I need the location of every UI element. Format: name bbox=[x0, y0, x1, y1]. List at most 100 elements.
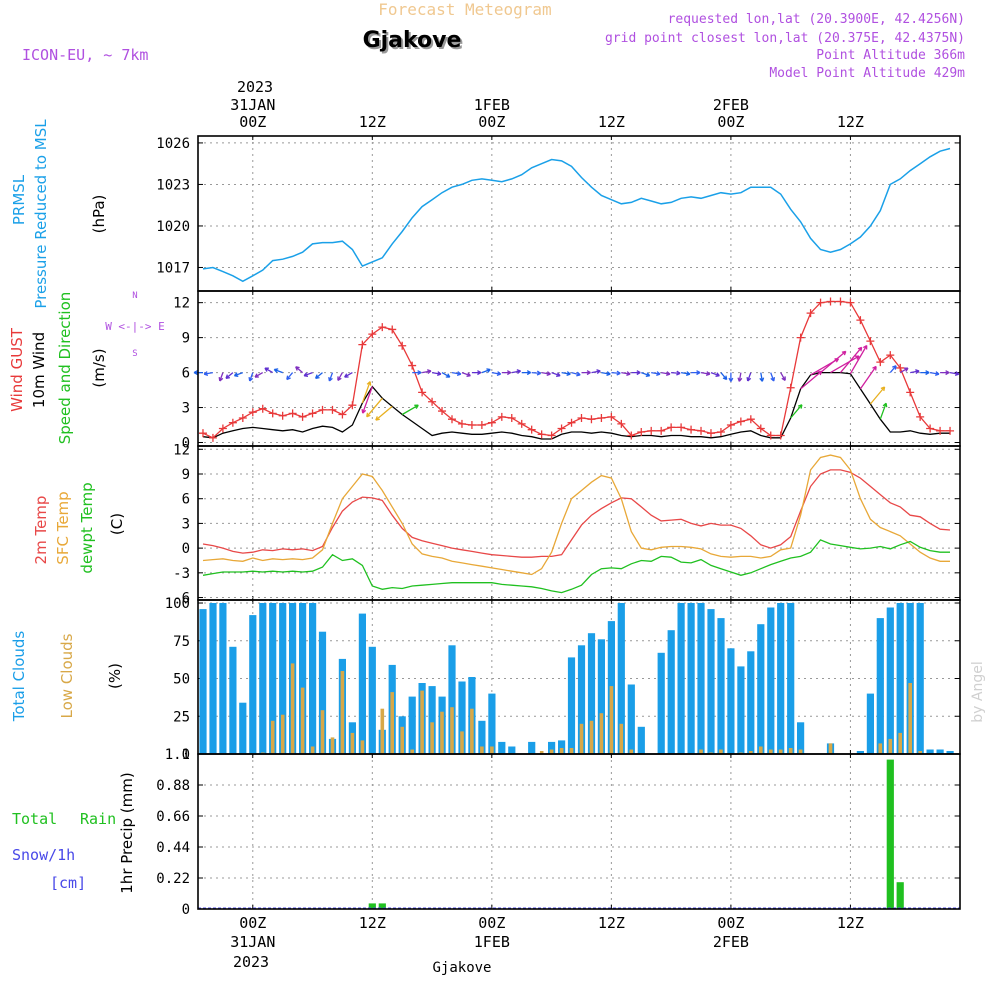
wind-direction-arrow bbox=[233, 371, 244, 377]
gust-marker bbox=[756, 424, 765, 433]
wind-direction-arrow bbox=[481, 368, 491, 374]
gust-marker bbox=[448, 415, 456, 424]
total-cloud-bar bbox=[777, 603, 785, 754]
gust-marker bbox=[746, 415, 755, 424]
low-cloud-bar bbox=[480, 746, 484, 754]
wind-direction-arrow bbox=[728, 372, 734, 382]
wind-direction-arrow bbox=[859, 365, 877, 390]
total-cloud-bar bbox=[299, 603, 307, 754]
total-cloud-bar bbox=[886, 607, 894, 754]
bottom-time-label: 12Z bbox=[598, 914, 625, 932]
gust-marker bbox=[547, 431, 556, 440]
model-altitude: Model Point Altitude 429m bbox=[769, 66, 965, 81]
gust-marker bbox=[786, 383, 795, 392]
low-cloud-bar bbox=[470, 708, 474, 754]
gust-marker bbox=[667, 423, 676, 432]
y-tick-label: 0.44 bbox=[156, 840, 190, 856]
low-cloud-bar bbox=[280, 714, 285, 754]
temp-sfc-line bbox=[202, 454, 950, 576]
total-cloud-bar bbox=[239, 702, 247, 754]
wind-speed-line bbox=[202, 371, 950, 440]
total-cloud-bar bbox=[757, 624, 765, 754]
gust-marker bbox=[587, 415, 596, 424]
total-cloud-bar bbox=[667, 630, 675, 754]
top-time-label: 00Z bbox=[478, 113, 505, 131]
rain-bar bbox=[886, 759, 894, 909]
gust-marker bbox=[886, 351, 895, 360]
total-cloud-bar bbox=[577, 645, 586, 754]
total-cloud-bar bbox=[926, 749, 934, 754]
wind-direction-arrow bbox=[920, 370, 930, 376]
y-tick-label: 25 bbox=[173, 709, 190, 725]
top-time-label: 12Z bbox=[598, 113, 625, 131]
wind-direction-arrow bbox=[225, 372, 234, 380]
low-cloud-bar bbox=[609, 686, 614, 754]
wind-labels: Wind GUST 10m Wind Speed and Direction (… bbox=[8, 291, 165, 444]
y-tick-label: 0.88 bbox=[156, 778, 190, 794]
y-tick-label: 1.1 bbox=[165, 747, 190, 763]
compass-s: S bbox=[132, 349, 137, 359]
bottom-year: 2023 bbox=[233, 953, 269, 971]
low-cloud-bar bbox=[759, 746, 763, 754]
wind-direction-arrow bbox=[849, 344, 868, 375]
low-cloud-bar bbox=[549, 749, 554, 754]
total-cloud-bar bbox=[856, 751, 864, 754]
gust-marker bbox=[457, 419, 466, 428]
wind-direction-arrow bbox=[770, 372, 776, 382]
temp-2m-line bbox=[202, 469, 951, 558]
gust-marker bbox=[726, 421, 735, 430]
total-cloud-bar bbox=[627, 684, 635, 754]
pressure-line bbox=[202, 147, 951, 283]
total-cloud-bar bbox=[697, 603, 705, 754]
wind-direction-arrow bbox=[601, 371, 611, 377]
wind-direction-arrow bbox=[361, 386, 373, 414]
wind-direction-arrow bbox=[820, 350, 847, 374]
total-cloud-bar bbox=[458, 681, 466, 754]
y-tick-label: 1023 bbox=[156, 177, 190, 193]
gust-marker bbox=[716, 428, 725, 437]
total-cloud-bar bbox=[866, 693, 874, 754]
gust-marker bbox=[796, 333, 805, 342]
low-cloud-bar bbox=[778, 749, 783, 754]
low-cloud-bar bbox=[719, 749, 723, 754]
gust-marker bbox=[637, 428, 646, 437]
gust-marker bbox=[926, 424, 935, 433]
gust-marker bbox=[338, 410, 347, 419]
gust-marker bbox=[268, 409, 277, 418]
y-tick-label: 0 bbox=[182, 436, 190, 452]
rain-bar bbox=[896, 882, 904, 909]
wind-direction-arrow bbox=[328, 372, 334, 382]
total-cloud-bar bbox=[637, 726, 645, 754]
total-cloud-bar bbox=[916, 603, 924, 754]
top-time-label: 12Z bbox=[359, 113, 386, 131]
wind-direction-arrow bbox=[780, 372, 786, 381]
gust-marker bbox=[736, 417, 745, 426]
gust-marker bbox=[477, 421, 486, 430]
gust-marker bbox=[398, 341, 407, 350]
wind-direction-arrow bbox=[631, 370, 641, 376]
wind-direction-arrow bbox=[295, 366, 304, 374]
gust-marker bbox=[428, 397, 437, 406]
bottom-time-label: 00Z bbox=[239, 914, 266, 932]
temp-label-2m: 2m Temp bbox=[32, 496, 50, 565]
wind-direction-arrow bbox=[511, 369, 522, 375]
gust-marker bbox=[348, 401, 357, 410]
total-cloud-bar bbox=[259, 603, 267, 754]
total-cloud-bar bbox=[229, 646, 237, 754]
wind-direction-arrow bbox=[491, 371, 502, 377]
y-tick-label: 1020 bbox=[156, 219, 190, 235]
bottom-time-label: 12Z bbox=[837, 914, 864, 932]
precip-labels: Total Rain Snow/1h [cm] 1hr Precip (mm) bbox=[12, 772, 136, 893]
wind-unit: (m/s) bbox=[90, 348, 108, 387]
top-date-label: 31JAN bbox=[230, 96, 275, 114]
gust-marker bbox=[567, 418, 576, 427]
wind-direction-arrow bbox=[541, 371, 551, 377]
precip-label-snow: Snow/1h bbox=[12, 846, 75, 864]
total-cloud-bar bbox=[727, 648, 735, 754]
total-cloud-bar bbox=[876, 618, 884, 754]
low-cloud-bar bbox=[908, 683, 912, 754]
total-cloud-bar bbox=[906, 603, 914, 754]
wind-direction-arrow bbox=[680, 371, 691, 377]
total-cloud-bar bbox=[508, 746, 516, 754]
low-cloud-bar bbox=[788, 748, 793, 754]
